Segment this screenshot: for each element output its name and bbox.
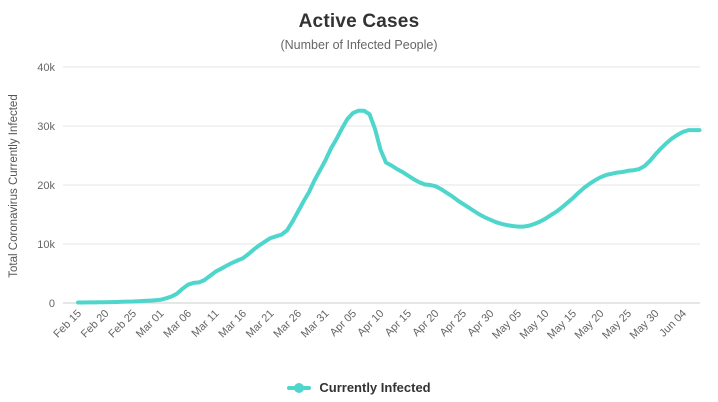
legend-item-currently-infected[interactable]: Currently Infected	[0, 380, 718, 395]
x-axis-tick-label: Apr 25	[438, 308, 469, 339]
x-axis-tick-label: May 30	[628, 308, 662, 342]
x-axis-tick-label: Mar 16	[216, 308, 249, 341]
x-axis-tick-label: May 10	[518, 308, 552, 342]
x-axis-tick-label: Mar 11	[190, 308, 222, 340]
x-axis-tick-label: Mar 06	[161, 308, 194, 341]
x-axis-tick-label: May 15	[545, 308, 579, 342]
y-axis-tick-label: 20k	[37, 180, 55, 192]
series-line-currently-infected[interactable]	[76, 108, 702, 305]
x-axis-tick-label: Mar 01	[134, 308, 167, 341]
x-axis-tick-label: Mar 31	[299, 308, 332, 341]
y-axis-tick-label: 40k	[37, 62, 55, 74]
x-axis-tick-label: May 25	[600, 308, 634, 342]
x-axis-tick-label: Apr 05	[328, 308, 359, 339]
x-axis-tick-label: Feb 15	[51, 308, 84, 341]
x-axis-tick-label: Feb 20	[79, 308, 112, 341]
y-axis-tick-label: 10k	[37, 239, 55, 251]
y-axis-tick-label: 0	[49, 298, 55, 310]
x-axis-tick-label: Mar 21	[244, 308, 277, 341]
x-axis-tick-label: Jun 04	[657, 308, 689, 340]
x-axis-tick-label: Feb 25	[106, 308, 139, 341]
legend-label: Currently Infected	[319, 380, 431, 395]
x-axis-tick-label: Mar 26	[271, 308, 304, 341]
chart-subtitle: (Number of Infected People)	[280, 38, 438, 52]
x-axis-tick-label: Apr 15	[383, 308, 414, 339]
x-axis-tick-label: Apr 20	[410, 308, 441, 339]
chart-title: Active Cases	[298, 11, 420, 32]
x-axis-tick-label: Apr 10	[355, 308, 386, 339]
legend-line-marker-icon	[287, 382, 312, 393]
x-axis-tick-label: May 05	[490, 308, 524, 342]
y-axis-tick-label: 30k	[37, 121, 55, 133]
x-axis-tick-label: May 20	[573, 308, 607, 342]
